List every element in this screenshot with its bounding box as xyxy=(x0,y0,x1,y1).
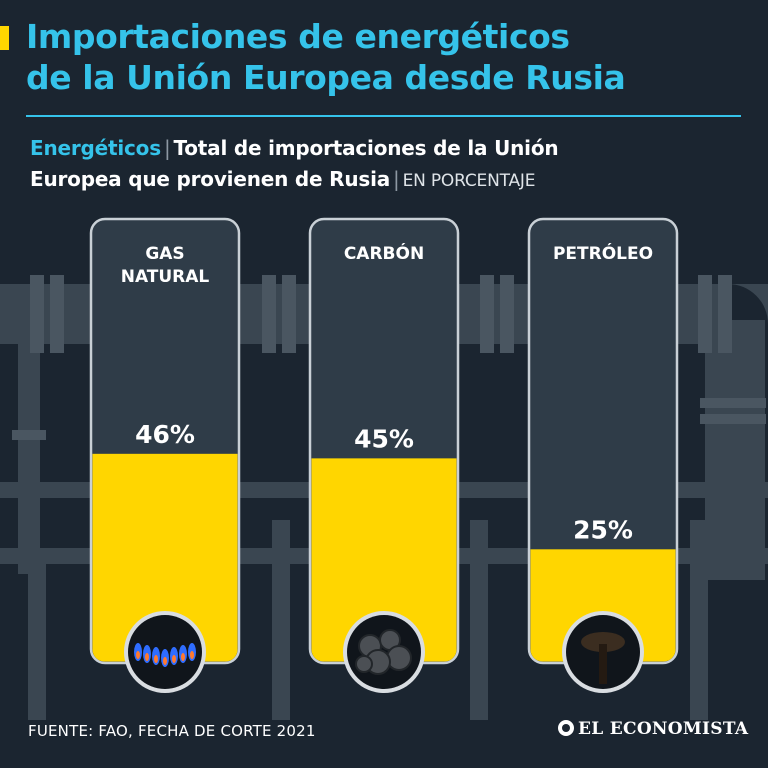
flame-core xyxy=(172,655,176,663)
subtitle-category: Energéticos xyxy=(30,136,161,160)
value-label: 46% xyxy=(135,420,195,449)
page-title: Importaciones de energéticos de la Unión… xyxy=(26,16,746,98)
flame-core xyxy=(136,651,140,659)
subtitle-separator-2: | xyxy=(393,167,400,191)
title-line-2: de la Unión Europea desde Rusia xyxy=(26,58,626,97)
subtitle-text-line-2: Europea que provienen de Rusia xyxy=(30,167,391,191)
coal-lump xyxy=(355,655,373,673)
brand-icon xyxy=(558,720,574,736)
oil-pool xyxy=(581,632,625,652)
title-divider xyxy=(26,115,741,117)
value-label: 25% xyxy=(573,515,633,544)
flame-core xyxy=(181,653,185,661)
category-label: NATURAL xyxy=(121,267,210,287)
category-label: GAS xyxy=(145,244,184,264)
tank-3: PETRÓLEO 25% xyxy=(527,217,679,693)
brand-name: EL ECONOMISTA xyxy=(578,719,749,739)
flame-core xyxy=(190,651,194,659)
tank-2: CARBÓN 45% xyxy=(308,217,460,693)
value-label: 45% xyxy=(354,424,414,453)
flame-core xyxy=(163,657,167,665)
source-note: FUENTE: FAO, FECHA DE CORTE 2021 xyxy=(28,722,316,740)
subtitle-unit: EN PORCENTAJE xyxy=(402,171,536,191)
title-accent-bar xyxy=(0,26,9,50)
oil-stream xyxy=(599,644,607,684)
flame-core xyxy=(145,653,149,661)
tank-1: GAS NATURAL 46% xyxy=(89,217,241,693)
coal-lump xyxy=(386,645,412,671)
subtitle-text-line-1: Total de importaciones de la Unión xyxy=(173,136,559,160)
title-line-1: Importaciones de energéticos xyxy=(26,17,570,56)
brand-logo: EL ECONOMISTA xyxy=(558,719,748,739)
category-label: PETRÓLEO xyxy=(553,242,653,264)
subtitle: Energéticos | Total de importaciones de la… xyxy=(30,133,730,197)
category-label: CARBÓN xyxy=(344,242,424,264)
subtitle-separator: | xyxy=(163,136,171,160)
flame-core xyxy=(154,655,158,663)
